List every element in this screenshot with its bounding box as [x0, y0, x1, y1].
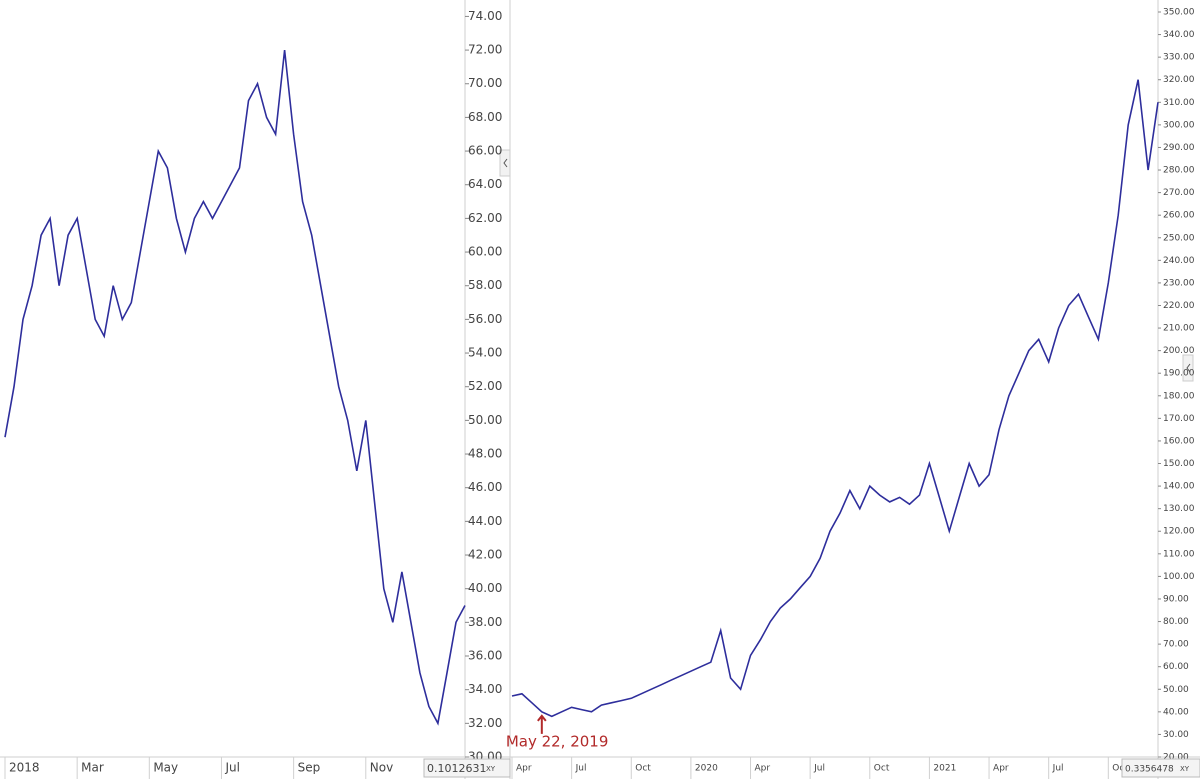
readout: 0.1012631 [427, 762, 487, 775]
readout-box [423, 758, 511, 778]
y-tick-label: 20.00 [1163, 753, 1189, 763]
x-tick-label: Apr [516, 764, 532, 774]
y-tick-label: 70.00 [1163, 640, 1189, 650]
y-tick-label: 120.00 [1163, 527, 1195, 537]
y-tick-label: 220.00 [1163, 301, 1195, 311]
y-tick-label: 200.00 [1163, 346, 1195, 356]
y-tick-label: 74.00 [468, 9, 502, 23]
x-tick-label: Jul [224, 761, 239, 775]
y-tick-label: 310.00 [1163, 98, 1195, 108]
y-tick-label: 180.00 [1163, 391, 1195, 401]
readout: 0.3356478 [1125, 765, 1174, 775]
y-tick-label: 52.00 [468, 379, 502, 393]
y-tick-label: 130.00 [1163, 504, 1195, 514]
y-tick-label: 80.00 [1163, 617, 1189, 627]
x-tick-label: Oct [874, 764, 890, 774]
y-tick-label: 72.00 [468, 43, 502, 57]
collapse-button[interactable] [499, 149, 511, 177]
y-tick-label: 150.00 [1163, 459, 1195, 469]
y-tick-label: 110.00 [1163, 549, 1195, 559]
y-tick-label: 64.00 [468, 177, 502, 191]
y-tick-label: 54.00 [468, 346, 502, 360]
y-tick-label: 320.00 [1163, 75, 1195, 85]
y-tick-label: 58.00 [468, 278, 502, 292]
y-tick-label: 300.00 [1163, 120, 1195, 130]
y-tick-label: 260.00 [1163, 211, 1195, 221]
x-tick-label: Jul [575, 764, 587, 774]
x-tick-label: Jul [813, 764, 825, 774]
x-tick-label: 2018 [9, 761, 40, 775]
collapse-button[interactable] [1182, 354, 1194, 382]
y-tick-label: 56.00 [468, 312, 502, 326]
annotation: May 22, 2019 [506, 732, 609, 750]
y-tick-label: 100.00 [1163, 572, 1195, 582]
y-tick-label: 190.00 [1163, 369, 1195, 379]
x-tick-label: Mar [81, 761, 104, 775]
y-tick-label: 44.00 [468, 514, 502, 528]
readout-box [1121, 758, 1200, 778]
y-tick-label: 66.00 [468, 144, 502, 158]
y-tick-label: 210.00 [1163, 324, 1195, 334]
y-tick-label: 34.00 [468, 682, 502, 696]
x-tick-label: May [153, 761, 178, 775]
y-tick-label: 140.00 [1163, 482, 1195, 492]
y-tick-label: 36.00 [468, 649, 502, 663]
y-tick-label: 40.00 [468, 581, 502, 595]
y-tick-label: 42.00 [468, 548, 502, 562]
y-tick-label: 230.00 [1163, 278, 1195, 288]
price-line [511, 79, 1159, 718]
readout-unit: XY [486, 765, 496, 773]
x-tick-label: 2020 [695, 764, 718, 774]
y-tick-label: 240.00 [1163, 256, 1195, 266]
annotation-arrow [537, 714, 547, 734]
y-tick-label: 50.00 [468, 413, 502, 427]
y-tick-label: 68.00 [468, 110, 502, 124]
y-tick-label: 62.00 [468, 211, 502, 225]
y-tick-label: 280.00 [1163, 166, 1195, 176]
y-tick-label: 60.00 [468, 245, 502, 259]
readout-unit: XY [1180, 765, 1190, 773]
y-tick-label: 250.00 [1163, 233, 1195, 243]
y-tick-label: 32.00 [468, 716, 502, 730]
y-tick-label: 270.00 [1163, 188, 1195, 198]
y-tick-label: 90.00 [1163, 594, 1189, 604]
x-tick-label: Apr [755, 764, 771, 774]
y-tick-label: 48.00 [468, 447, 502, 461]
y-tick-label: 30.00 [1163, 730, 1189, 740]
x-tick-label: 2021 [933, 764, 956, 774]
collapse-icon [503, 158, 508, 168]
y-tick-label: 330.00 [1163, 53, 1195, 63]
x-tick-label: Oct [1112, 764, 1128, 774]
x-tick-label: Jul [1052, 764, 1064, 774]
y-tick-label: 38.00 [468, 615, 502, 629]
price-line [4, 50, 466, 726]
y-tick-label: 46.00 [468, 480, 502, 494]
y-tick-label: 340.00 [1163, 30, 1195, 40]
y-tick-label: 170.00 [1163, 414, 1195, 424]
x-tick-label: Apr [993, 764, 1009, 774]
y-tick-label: 60.00 [1163, 662, 1189, 672]
y-tick-label: 160.00 [1163, 436, 1195, 446]
y-tick-label: 40.00 [1163, 707, 1189, 717]
x-tick-label: Oct [635, 764, 651, 774]
x-tick-label: Sep [298, 761, 321, 775]
collapse-icon [1186, 363, 1191, 373]
y-tick-label: 290.00 [1163, 143, 1195, 153]
y-tick-label: 70.00 [468, 76, 502, 90]
y-tick-label: 350.00 [1163, 8, 1195, 18]
y-tick-label: 50.00 [1163, 685, 1189, 695]
x-tick-label: Nov [370, 761, 393, 775]
